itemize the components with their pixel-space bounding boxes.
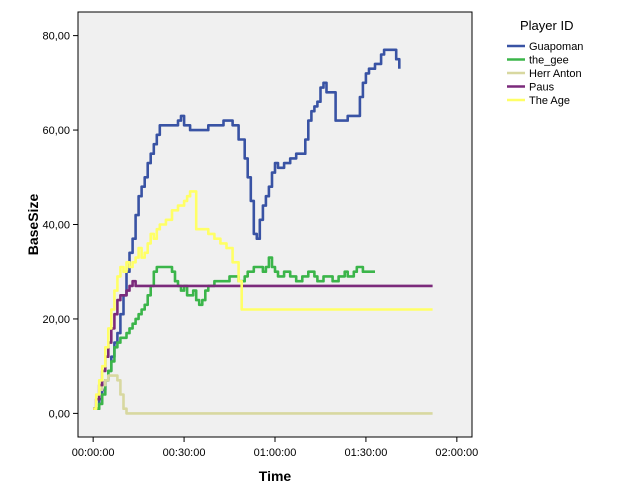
series-line-paus <box>93 279 433 410</box>
plot-area <box>77 11 473 438</box>
x-axis-title: Time <box>259 468 292 484</box>
legend-item: Paus <box>507 82 555 94</box>
legend-item: Herr Anton <box>507 68 582 80</box>
x-tick-label: 00:30:00 <box>163 447 206 459</box>
x-tick-label: 01:00:00 <box>254 447 297 459</box>
legend-item: Guapoman <box>507 41 583 53</box>
series-line-the-age <box>93 190 433 410</box>
legend-item: the_gee <box>507 55 569 67</box>
legend-label: Herr Anton <box>529 68 582 80</box>
x-tick-label: 01:30:00 <box>345 447 388 459</box>
legend-title: Player ID <box>520 18 573 33</box>
y-axis-title: BaseSize <box>25 194 41 256</box>
legend-label: Paus <box>529 82 555 94</box>
legend-item: The Age <box>507 95 570 107</box>
legend-label: the_gee <box>529 55 569 67</box>
x-tick-label: 00:00:00 <box>72 447 115 459</box>
y-tick-label: 20,00 <box>42 314 70 326</box>
x-tick-label: 02:00:00 <box>435 447 478 459</box>
y-tick-label: 60,00 <box>42 125 70 137</box>
legend-label: The Age <box>529 95 570 107</box>
legend-label: Guapoman <box>529 41 583 53</box>
y-tick-label: 80,00 <box>42 31 70 43</box>
series-lines <box>93 48 433 415</box>
y-tick-label: 40,00 <box>42 220 70 232</box>
series-line-guapoman <box>93 48 401 410</box>
y-tick-label: 0,00 <box>49 408 70 420</box>
y-axis: 0,00 20,00 40,00 60,00 80,00 <box>42 31 78 420</box>
series-line-the-gee <box>93 256 375 410</box>
x-axis: 00:00:00 00:30:00 01:00:00 01:30:00 02:00:00 <box>72 437 478 459</box>
